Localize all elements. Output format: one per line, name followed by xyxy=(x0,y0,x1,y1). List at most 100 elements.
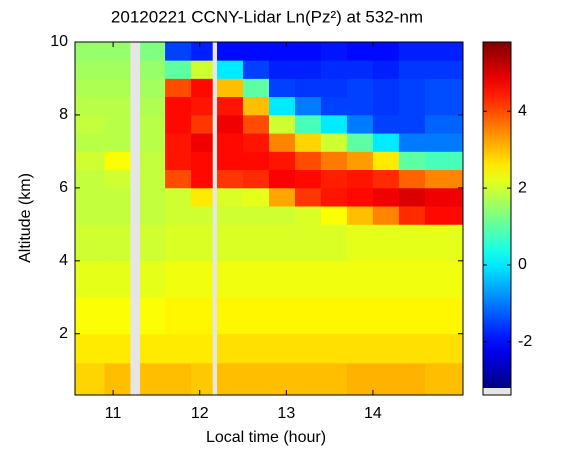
heatmap-cell xyxy=(104,297,131,335)
heatmap-cell xyxy=(269,206,296,225)
heatmap-cell xyxy=(320,297,348,335)
heatmap-cell xyxy=(212,260,218,298)
heatmap-cell xyxy=(75,96,105,116)
heatmap-cell xyxy=(398,333,426,364)
heatmap-cell xyxy=(294,114,322,134)
heatmap-cell xyxy=(130,78,141,98)
colorbar-tick-label: 0 xyxy=(518,256,527,273)
heatmap-cell xyxy=(130,333,141,364)
heatmap-cell xyxy=(372,260,400,298)
heatmap-cell xyxy=(320,114,348,134)
x-axis-label: Local time (hour) xyxy=(206,429,326,446)
heatmap-cell xyxy=(212,333,218,364)
heatmap-cell xyxy=(294,206,322,225)
heatmap-cell xyxy=(139,260,166,298)
heatmap-cell xyxy=(75,151,105,171)
heatmap-cell xyxy=(191,187,214,207)
heatmap-cell xyxy=(294,133,322,152)
heatmap-cell xyxy=(217,224,244,262)
heatmap-cell xyxy=(191,60,214,79)
x-tick-label: 12 xyxy=(191,405,209,422)
heatmap-cell xyxy=(372,114,400,134)
heatmap-cell xyxy=(243,260,270,298)
heatmap-cell xyxy=(398,297,426,335)
heatmap-cell xyxy=(217,362,244,396)
heatmap-cell xyxy=(424,224,464,262)
colorbar xyxy=(483,42,511,388)
heatmap-cell xyxy=(424,333,464,364)
heatmap-cell xyxy=(346,187,374,207)
y-tick-label: 6 xyxy=(59,179,68,196)
heatmap-cell xyxy=(217,133,244,152)
heatmap-cell xyxy=(104,60,131,79)
heatmap-cell xyxy=(294,260,322,298)
heatmap-cell xyxy=(165,260,192,298)
heatmap-cell xyxy=(346,362,374,396)
heatmap-cell xyxy=(372,60,400,79)
heatmap-cell xyxy=(294,362,322,396)
heatmap-cell xyxy=(320,42,348,61)
heatmap-cell xyxy=(130,133,141,152)
heatmap-cell xyxy=(243,78,270,98)
heatmap-cell xyxy=(165,96,192,116)
heatmap-cell xyxy=(320,78,348,98)
heatmap-cell xyxy=(139,206,166,225)
heatmap-cell xyxy=(217,114,244,134)
colorbar-frame xyxy=(482,41,512,396)
heatmap-cell xyxy=(372,169,400,189)
heatmap-cell xyxy=(398,169,426,189)
heatmap-cell xyxy=(165,78,192,98)
heatmap-cell xyxy=(294,96,322,116)
heatmap-cell xyxy=(372,224,400,262)
heatmap-cell xyxy=(212,297,218,335)
heatmap-cell xyxy=(165,187,192,207)
heatmap-cell xyxy=(269,169,296,189)
heatmap-cell xyxy=(243,96,270,116)
heatmap-cell xyxy=(165,362,192,396)
heatmap-cell xyxy=(269,297,296,335)
heatmap-cell xyxy=(75,187,105,207)
heatmap-cell xyxy=(217,333,244,364)
heatmap-cell xyxy=(104,114,131,134)
heatmap-cell xyxy=(269,78,296,98)
heatmap-cell xyxy=(372,362,400,396)
heatmap-cell xyxy=(165,151,192,171)
heatmap-cell xyxy=(217,169,244,189)
heatmap-cell xyxy=(217,151,244,171)
heatmap-cell xyxy=(139,187,166,207)
heatmap-cell xyxy=(212,42,218,61)
heatmap-cell xyxy=(320,224,348,262)
heatmap-cell xyxy=(139,60,166,79)
heatmap-cell xyxy=(104,78,131,98)
heatmap-cell xyxy=(243,297,270,335)
heatmap-cell xyxy=(75,60,105,79)
heatmap-cell xyxy=(217,206,244,225)
heatmap-cell xyxy=(424,187,464,207)
heatmap-cell xyxy=(139,169,166,189)
heatmap-cell xyxy=(398,151,426,171)
heatmap-cell xyxy=(212,187,218,207)
heatmap-cell xyxy=(372,333,400,364)
heatmap-cell xyxy=(346,60,374,79)
heatmap-cell xyxy=(372,151,400,171)
heatmap-cell xyxy=(104,362,131,396)
heatmap-cell xyxy=(269,96,296,116)
heatmap-cell xyxy=(217,78,244,98)
heatmap-cell xyxy=(191,169,214,189)
heatmap-cell xyxy=(269,224,296,262)
heatmap-cell xyxy=(75,260,105,298)
heatmap-cell xyxy=(243,133,270,152)
heatmap-cell xyxy=(130,114,141,134)
heatmap-cell xyxy=(424,114,464,134)
heatmap-cell xyxy=(75,169,105,189)
heatmap-cell xyxy=(398,78,426,98)
heatmap-cell xyxy=(424,78,464,98)
heatmap-cell xyxy=(243,362,270,396)
heatmap-cell xyxy=(130,206,141,225)
heatmap-cell xyxy=(165,333,192,364)
heatmap-cell xyxy=(320,187,348,207)
heatmap-cell xyxy=(104,187,131,207)
heatmap-cell xyxy=(372,42,400,61)
heatmap-cell xyxy=(191,297,214,335)
